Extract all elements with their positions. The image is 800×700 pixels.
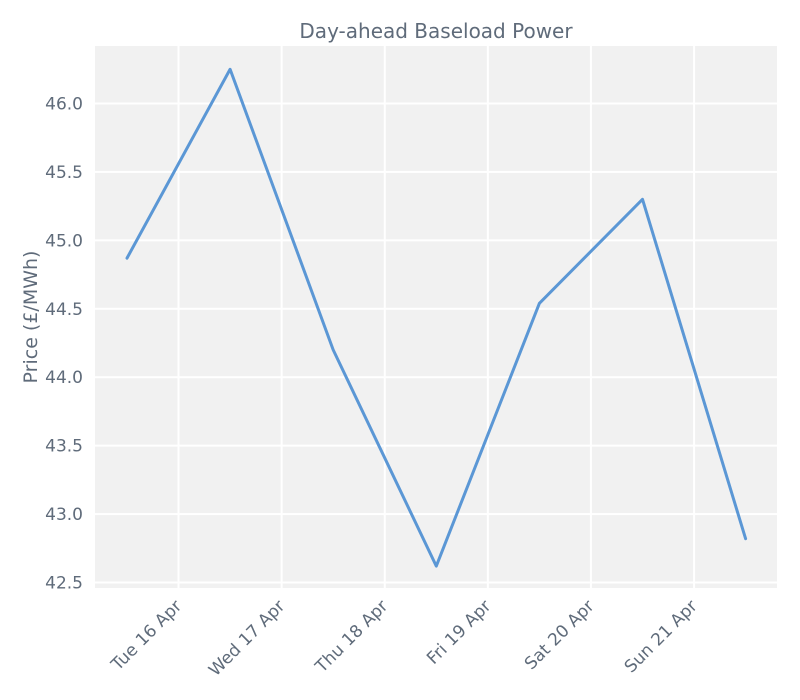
plot-area <box>95 46 777 588</box>
series-line <box>125 67 748 568</box>
y-axis-ticks: 42.5 43.0 43.5 44.0 44.5 45.0 45.5 46.0 <box>45 94 83 593</box>
x-tick-label: Fri 19 Apr <box>423 596 495 668</box>
series-layer <box>125 67 748 568</box>
x-tick-label: Sun 21 Apr <box>621 596 702 677</box>
y-tick-label: 43.5 <box>45 437 83 457</box>
y-tick-label: 45.0 <box>45 231 83 251</box>
y-tick-label: 44.0 <box>45 368 83 388</box>
x-tick-label: Thu 18 Apr <box>311 596 392 677</box>
y-tick-label: 45.5 <box>45 163 83 183</box>
x-axis-ticks: Tue 16 Apr Wed 17 Apr Thu 18 Apr Fri 19 Apr… <box>107 596 702 680</box>
y-axis-label: Price (£/MWh) <box>20 251 42 384</box>
x-tick-label: Tue 16 Apr <box>107 596 186 675</box>
vertical-gridlines <box>177 46 696 588</box>
horizontal-gridlines <box>95 102 777 584</box>
y-tick-label: 43.0 <box>45 505 83 525</box>
x-tick-label: Sat 20 Apr <box>521 596 599 674</box>
y-tick-label: 42.5 <box>45 574 83 594</box>
x-tick-label: Wed 17 Apr <box>205 596 289 680</box>
y-tick-label: 44.5 <box>45 300 83 320</box>
y-tick-label: 46.0 <box>45 94 83 114</box>
chart-title: Day-ahead Baseload Power <box>299 19 573 43</box>
